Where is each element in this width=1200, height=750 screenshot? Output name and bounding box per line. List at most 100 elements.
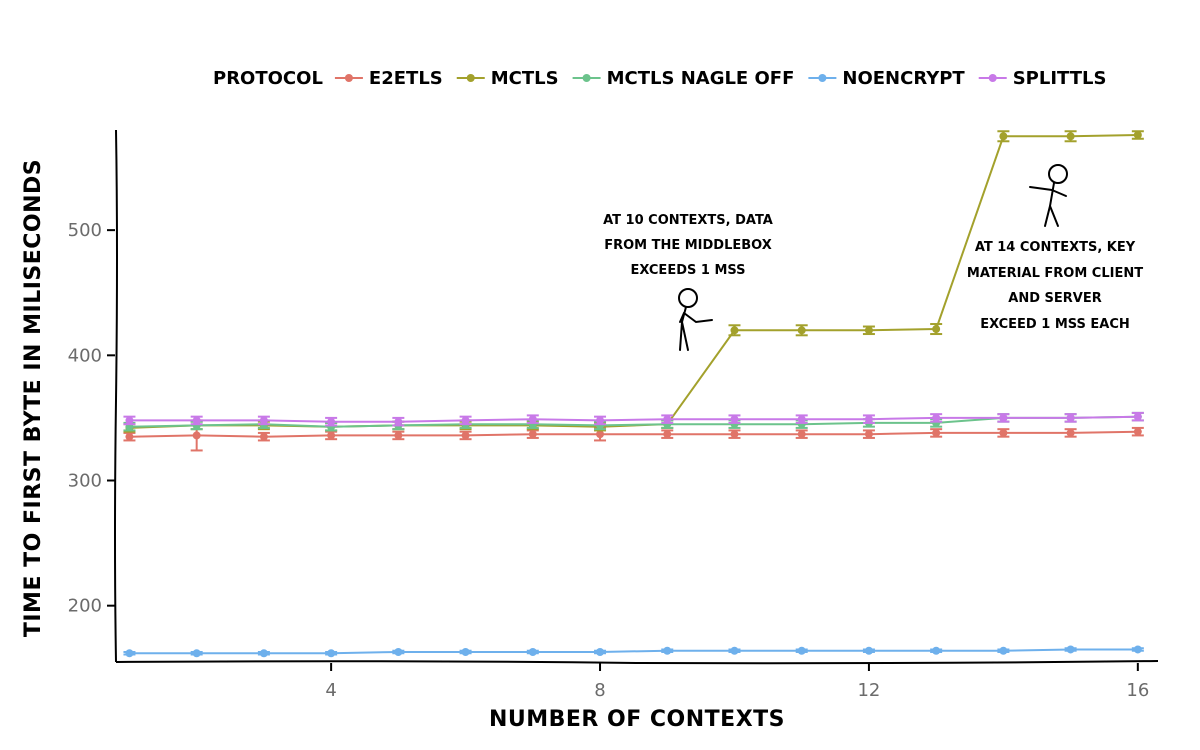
x-tick-label: 8 [594,680,605,701]
legend-key-point [344,74,353,82]
y-tick-label: 400 [68,345,102,366]
x-tick-label: 4 [325,680,336,701]
series-mctls [123,130,1144,433]
y-tick-label: 300 [68,470,102,491]
series-mctls-nagle-off [123,411,1144,432]
legend-label: MCTLS [491,68,559,89]
legend-label: E2ETLS [369,68,443,89]
data-point [1133,645,1142,654]
data-point [528,430,537,439]
data-point [1133,427,1142,436]
series-layer [123,130,1144,658]
data-point [730,646,739,655]
data-point [1133,412,1142,421]
legend-label: NOENCRYPT [842,68,965,89]
stick-figure-icon [1029,164,1068,227]
data-point [663,415,672,424]
x-axis-line [115,660,1159,665]
y-tick-label: 500 [68,220,102,241]
data-point [461,416,470,425]
series-line [129,415,1138,428]
data-point [596,647,605,656]
legend-item-e2etls: E2ETLS [334,68,443,89]
annotation-line: AT 14 CONTEXTS, KEY [975,240,1136,255]
data-point [999,428,1008,437]
data-point [461,431,470,440]
data-point [1066,413,1075,422]
stick-figure-icon [678,288,713,351]
y-tick-label: 200 [68,596,102,617]
series-splittls [123,411,1144,427]
data-point [259,416,268,425]
annotation-line: AND SERVER [1008,291,1101,306]
data-point [394,431,403,440]
data-point [932,325,941,334]
data-point [864,326,873,335]
data-point [394,417,403,426]
data-point [596,416,605,425]
data-point [327,431,336,440]
x-tick-label: 16 [1126,680,1149,701]
data-point [999,413,1008,422]
data-point [528,647,537,656]
data-point [932,413,941,422]
legend-key-point [988,74,997,82]
legend-key-point [466,74,475,82]
series-line [129,648,1138,655]
annotation-line: MATERIAL FROM CLIENT [967,266,1143,281]
data-point [327,649,336,658]
data-point [1066,132,1075,141]
series-noencrypt [123,645,1144,658]
data-point [259,432,268,441]
data-point [125,432,134,441]
data-point [730,326,739,335]
legend-item-mctls: MCTLS [456,68,559,89]
legend-item-mctls-nagle-off: MCTLS NAGLE OFF [572,68,795,89]
data-point [125,416,134,425]
data-point [730,415,739,424]
y-axis-title: TIME TO FIRST BYTE IN MILISECONDS [21,159,46,637]
data-point [192,649,201,658]
legend-label: MCTLS NAGLE OFF [607,68,795,89]
data-point [999,132,1008,141]
legend: PROTOCOL E2ETLS MCTLS MCTLS NAGLE OFF NOENC… [213,68,1106,89]
data-point [125,649,134,658]
x-axis-title: NUMBER OF CONTEXTS [489,707,785,732]
data-point [192,416,201,425]
data-point [730,430,739,439]
data-point [461,647,470,656]
data-point [596,430,605,439]
annotation-line: EXCEED 1 MSS EACH [980,317,1130,332]
legend-item-noencrypt: NOENCRYPT [808,68,965,89]
legend-key-point [818,74,827,82]
data-point [663,646,672,655]
y-ticks: 200 300 400 500 [68,220,115,617]
x-ticks: 4 8 12 16 [325,663,1149,701]
y-axis-line [114,129,118,663]
data-point [394,647,403,656]
data-point [797,326,806,335]
data-point [663,430,672,439]
axes: 200 300 400 500 4 8 12 16 NUMBER OF CONTEXTS T… [21,129,1159,732]
data-point [797,415,806,424]
series-e2etls [123,419,1144,452]
data-point [999,646,1008,655]
data-point [864,430,873,439]
data-point [797,430,806,439]
data-point [528,415,537,424]
annotation-10-contexts: AT 10 CONTEXTS, DATA FROM THE MIDDLEBOX … [603,213,773,351]
data-point [864,415,873,424]
data-point [797,646,806,655]
data-point [932,428,941,437]
legend-item-splittls: SPLITTLS [978,68,1106,89]
series-line [129,134,1138,429]
x-tick-label: 12 [857,680,880,701]
data-point [932,646,941,655]
data-point [327,417,336,426]
annotation-14-contexts: AT 14 CONTEXTS, KEY MATERIAL FROM CLIENT… [967,164,1143,332]
legend-title: PROTOCOL [213,68,323,89]
annotation-line: FROM THE MIDDLEBOX [604,238,772,253]
data-point [1066,645,1075,654]
